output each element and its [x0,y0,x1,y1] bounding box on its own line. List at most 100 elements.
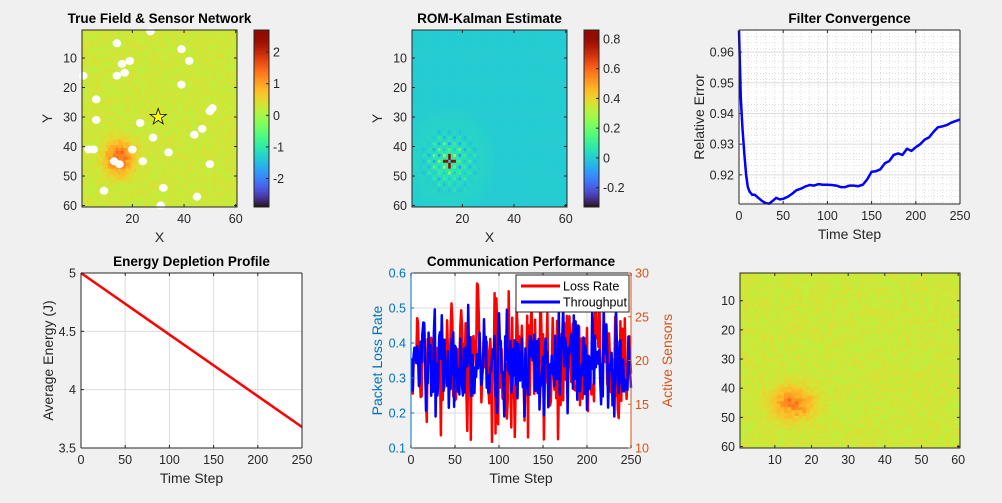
heatmap-cell [151,91,155,96]
heatmap-cell [193,115,197,119]
heatmap-cell [218,171,222,175]
heatmap-cell [517,83,521,87]
heatmap-cell [200,74,204,78]
heatmap-cell [182,156,186,161]
heatmap-cell [115,118,119,122]
colorbar-segment [254,100,269,104]
heatmap-cell [100,103,104,108]
heatmap-cell [229,174,233,178]
heatmap-cell [120,53,124,57]
heatmap-cell [224,53,228,57]
heatmap-cell [559,68,563,72]
heatmap-cell [536,65,539,69]
heatmap-cell [476,71,480,75]
heatmap-cell [213,174,217,178]
heatmap-cell [182,159,186,164]
heatmap-cell [213,53,217,57]
heatmap-cell [105,106,109,110]
heatmap-cell [208,142,212,146]
heatmap-cell [494,65,498,69]
heatmap-cell [432,35,436,40]
heatmap-cell [154,124,158,128]
heatmap-cell [159,127,163,131]
heatmap-cell [453,68,457,72]
heatmap-cell [554,44,558,49]
heatmap-cell [136,165,140,169]
heatmap-cell [510,74,514,78]
heatmap-cell [548,41,552,46]
heatmap-cell [234,198,238,202]
heatmap-cell [105,130,109,134]
heatmap-cell [180,32,184,37]
heatmap-cell [564,38,568,43]
heatmap-cell [234,106,238,110]
heatmap-cell [517,56,521,60]
heatmap-cell [185,204,189,208]
heatmap-cell [149,94,153,99]
heatmap-cell [211,86,215,90]
heatmap-cell [440,71,444,75]
heatmap-cell [234,65,238,69]
heatmap-cell [440,56,444,60]
heatmap-cell [154,195,158,199]
heatmap-cell [123,148,127,152]
heatmap-cell [463,65,467,69]
heatmap-cell [435,80,439,84]
heatmap-cell [167,83,171,87]
heatmap-cell [229,56,233,60]
heatmap-cell [138,68,142,72]
heatmap-cell [182,56,186,60]
heatmap-cell [180,162,184,167]
heatmap-cell [556,65,560,69]
heatmap-cell [556,32,560,37]
colorbar-segment [254,156,269,159]
heatmap-cell [136,30,140,34]
heatmap-cell [229,115,233,119]
heatmap-cell [541,80,545,84]
heatmap-cell [507,32,511,37]
heatmap-cell [231,174,235,178]
heatmap-cell [144,148,147,152]
heatmap-cell [89,74,93,78]
heatmap-cell [538,53,542,57]
heatmap-cell [141,133,145,137]
heatmap-cell [133,44,137,49]
heatmap-cell [484,80,488,84]
heatmap-cell [131,74,135,78]
heatmap-cell [216,198,220,202]
heatmap-cell [231,38,235,43]
heatmap-cell [203,139,207,143]
heatmap-cell [216,32,220,37]
heatmap-cell [437,32,441,37]
x-axis-label: X [155,229,165,245]
colorbar-segment [254,147,269,150]
heatmap-cell [213,127,217,131]
heatmap-cell [141,150,145,155]
heatmap-cell [182,115,186,119]
heatmap-cell [484,62,488,66]
heatmap-cell [175,38,178,43]
heatmap-cell [200,50,204,54]
heatmap-cell [177,30,181,34]
heatmap-cell [193,32,197,37]
heatmap-cell [234,77,238,81]
colorbar-segment [254,109,269,113]
heatmap-cell [92,89,96,93]
heatmap-cell [427,41,431,46]
heatmap-cell [412,38,415,43]
heatmap-cell [448,38,452,43]
heatmap-cell [187,136,191,140]
heatmap-cell [115,148,119,152]
heatmap-cell [546,74,550,78]
heatmap-cell [476,35,480,40]
heatmap-cell [156,59,160,63]
heatmap-cell [177,127,181,131]
heatmap-cell [123,165,127,169]
heatmap-cell [198,80,202,84]
heatmap-cell [100,89,104,93]
heatmap-cell [221,153,225,158]
heatmap-cell [548,47,552,51]
heatmap-cell [231,168,235,172]
heatmap-cell [151,183,155,187]
heatmap-cell [128,71,132,75]
